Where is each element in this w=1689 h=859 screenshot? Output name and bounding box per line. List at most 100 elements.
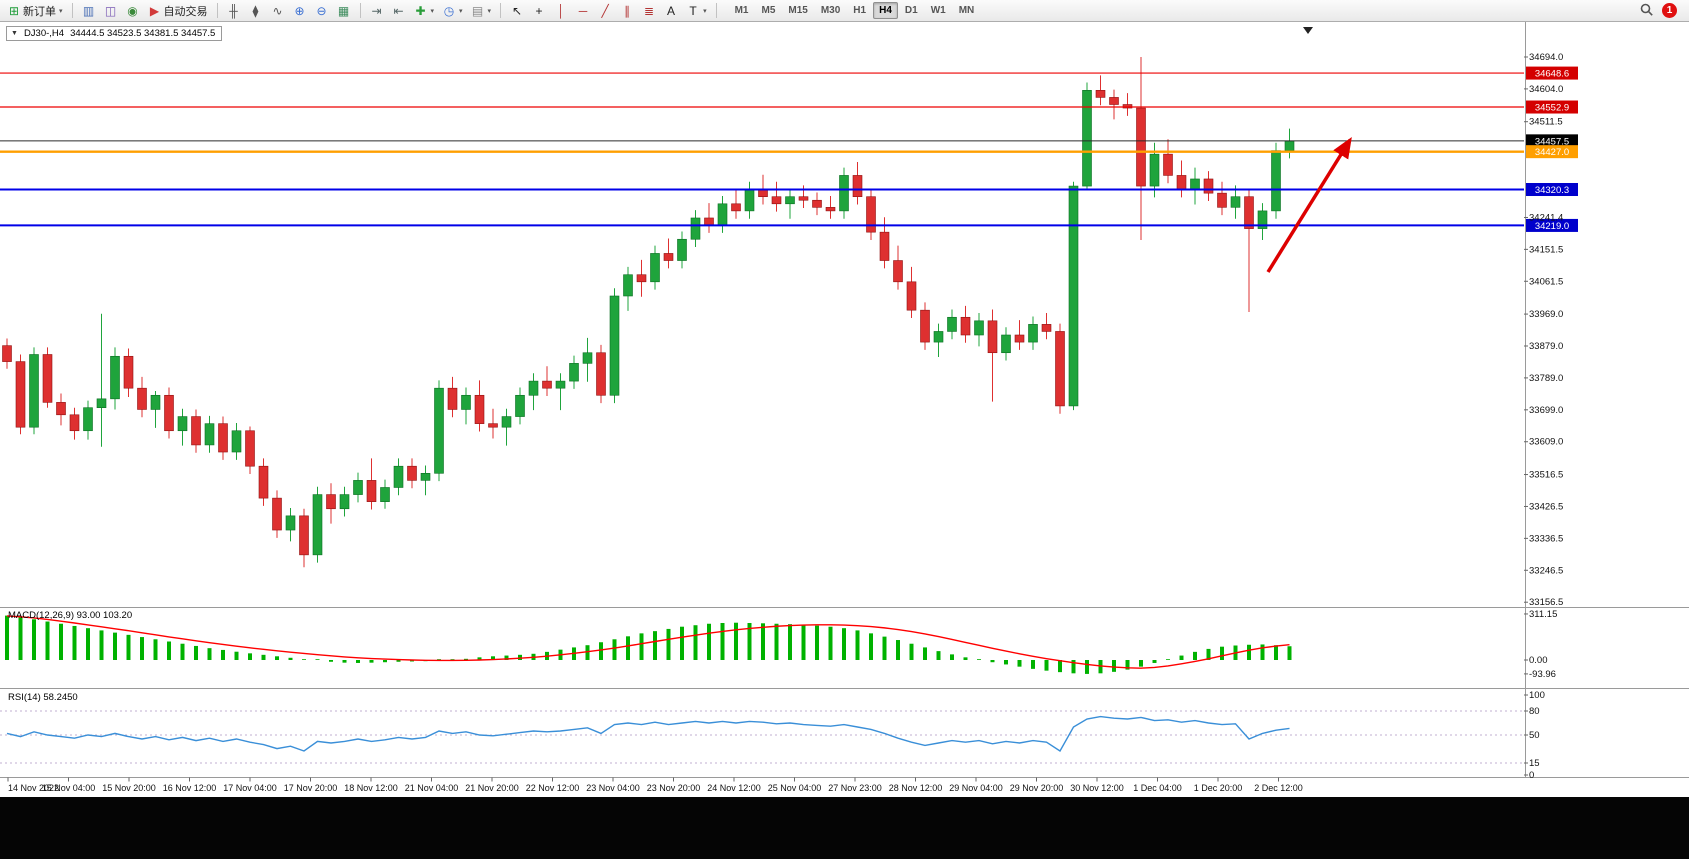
bullish-candle xyxy=(29,354,39,428)
arrows-button[interactable]: T ▾ xyxy=(683,2,710,20)
bearish-candle xyxy=(1055,331,1065,407)
support-upper-badge xyxy=(1526,183,1578,197)
bullish-candle xyxy=(110,355,120,400)
bearish-candle xyxy=(164,394,174,432)
timeframe-w1[interactable]: W1 xyxy=(930,5,946,16)
horizontal-line-button[interactable]: ─ xyxy=(573,2,593,20)
timeframe-m15[interactable]: M15 xyxy=(788,5,808,16)
cursor-icon: ↖ xyxy=(512,3,523,18)
notification-badge[interactable]: 1 xyxy=(1662,3,1677,18)
chart-shift-button[interactable]: ⇤ xyxy=(389,2,409,20)
bearish-candle xyxy=(56,402,66,416)
timeframe-m5[interactable]: M5 xyxy=(761,5,776,16)
vertical-line-button[interactable]: │ xyxy=(551,2,571,20)
timeframe-h1[interactable]: H1 xyxy=(853,5,867,16)
bullish-candle xyxy=(285,515,296,531)
zoom-in-button[interactable]: ⊕ xyxy=(290,2,310,20)
fibonacci-button[interactable]: ≣ xyxy=(639,2,659,20)
bid-price-badge-label: 34457.5 xyxy=(1535,136,1569,147)
trend-arrow[interactable] xyxy=(1266,137,1352,273)
timeframe-h4[interactable]: H4 xyxy=(873,2,898,19)
resistance-lower-badge-label: 34552.9 xyxy=(1535,103,1569,114)
time-axis-label: 21 Nov 04:00 xyxy=(405,783,459,793)
sound-icon: ◉ xyxy=(127,3,138,18)
chart-title-box[interactable]: ▼ DJ30-,H4 34444.5 34523.5 34381.5 34457… xyxy=(6,26,223,41)
text-label-icon: A xyxy=(667,3,676,18)
candlestick-type-button[interactable]: ⧫ xyxy=(246,2,266,20)
rsi-axis-label: 0 xyxy=(1529,770,1534,781)
chart-area: 34648.6 34552.9 34457.5 34427.0 34320.3 34219… xyxy=(0,22,1689,797)
crosshair-button[interactable]: + xyxy=(529,2,549,20)
bearish-candle xyxy=(474,394,485,424)
bearish-candle xyxy=(299,515,309,556)
time-axis-label: 29 Nov 04:00 xyxy=(949,783,1003,793)
indicators-button[interactable]: ✚ ▾ xyxy=(411,2,438,20)
chart-dropdown-icon[interactable]: ▼ xyxy=(11,30,18,37)
bullish-candle xyxy=(785,196,795,205)
crosshair-icon: + xyxy=(535,3,543,18)
bearish-candle xyxy=(663,253,674,261)
new-order-button[interactable]: ⊞ 新订单 ▾ xyxy=(4,2,66,20)
price-axis-label: 33426.5 xyxy=(1529,501,1563,512)
line-chart-icon: ∿ xyxy=(272,3,283,18)
resistance-upper-badge-label: 34648.6 xyxy=(1535,69,1569,80)
search-icon[interactable] xyxy=(1640,3,1653,19)
zoom-in-icon: ⊕ xyxy=(294,3,305,18)
cursor-button[interactable]: ↖ xyxy=(507,2,527,20)
bullish-candle xyxy=(974,320,984,336)
chart-ohlc-values: 34444.5 34523.5 34381.5 34457.5 xyxy=(70,28,216,39)
templates-button[interactable]: ▤ ▾ xyxy=(468,2,495,20)
toolbar-separator xyxy=(500,3,502,18)
bullish-candle xyxy=(690,217,701,240)
bullish-candle xyxy=(96,398,107,408)
bearish-candle xyxy=(407,465,417,481)
bearish-candle xyxy=(1244,196,1254,229)
charts-window-button[interactable]: ▥ xyxy=(79,2,99,20)
dropdown-caret-icon: ▾ xyxy=(703,7,707,15)
bearish-candle xyxy=(488,423,498,428)
autotrading-button[interactable]: ▶ 自动交易 xyxy=(145,2,211,20)
text-label-button[interactable]: A xyxy=(661,2,681,20)
price-axis-label: 34694.0 xyxy=(1529,52,1563,63)
auto-scroll-icon: ⇥ xyxy=(371,3,382,18)
price-axis-label: 33789.0 xyxy=(1529,373,1563,384)
bullish-candle xyxy=(717,203,728,226)
bearish-candle xyxy=(825,207,836,212)
bearish-candle xyxy=(920,309,930,343)
bearish-candle xyxy=(542,380,552,389)
bullish-candle xyxy=(83,407,93,432)
line-chart-type-button[interactable]: ∿ xyxy=(268,2,288,20)
trendline-button[interactable]: ╱ xyxy=(595,2,615,20)
bearish-candle xyxy=(326,494,336,510)
bullish-candle xyxy=(1068,185,1079,407)
bullish-candle xyxy=(204,423,215,446)
chart-shift-marker[interactable] xyxy=(1303,27,1313,34)
channel-button[interactable]: ∥ xyxy=(617,2,637,20)
periods-button[interactable]: ◷ ▾ xyxy=(439,2,466,20)
rsi-label: RSI(14) 58.2450 xyxy=(8,692,78,703)
zoom-out-button[interactable]: ⊖ xyxy=(312,2,332,20)
bearish-candle xyxy=(704,217,714,226)
timeframe-mn[interactable]: MN xyxy=(958,5,975,16)
autotrading-icon: ▶ xyxy=(149,3,160,18)
timeframe-d1[interactable]: D1 xyxy=(904,5,918,16)
price-axis-label: 34151.5 xyxy=(1529,244,1563,255)
bid-price-badge xyxy=(1526,134,1578,148)
bullish-candle xyxy=(1284,140,1295,151)
bearish-candle xyxy=(69,414,80,432)
profile-button[interactable]: ◫ xyxy=(101,2,121,20)
price-axis-label: 33699.0 xyxy=(1529,405,1563,416)
bearish-candle xyxy=(758,189,768,198)
macd-axis-label: 311.15 xyxy=(1529,609,1557,620)
chart-shift-icon: ⇤ xyxy=(393,3,404,18)
auto-scroll-button[interactable]: ⇥ xyxy=(367,2,387,20)
sound-alert-button[interactable]: ◉ xyxy=(123,2,143,20)
bearish-candle xyxy=(1163,153,1173,176)
arrow-objects-icon: T xyxy=(689,3,697,18)
timeframe-m30[interactable]: M30 xyxy=(820,5,841,16)
tile-windows-button[interactable]: ▦ xyxy=(334,2,354,20)
bar-chart-type-button[interactable]: ╫ xyxy=(224,2,244,20)
bearish-candle xyxy=(731,203,741,212)
timeframe-m1[interactable]: M1 xyxy=(734,5,749,16)
